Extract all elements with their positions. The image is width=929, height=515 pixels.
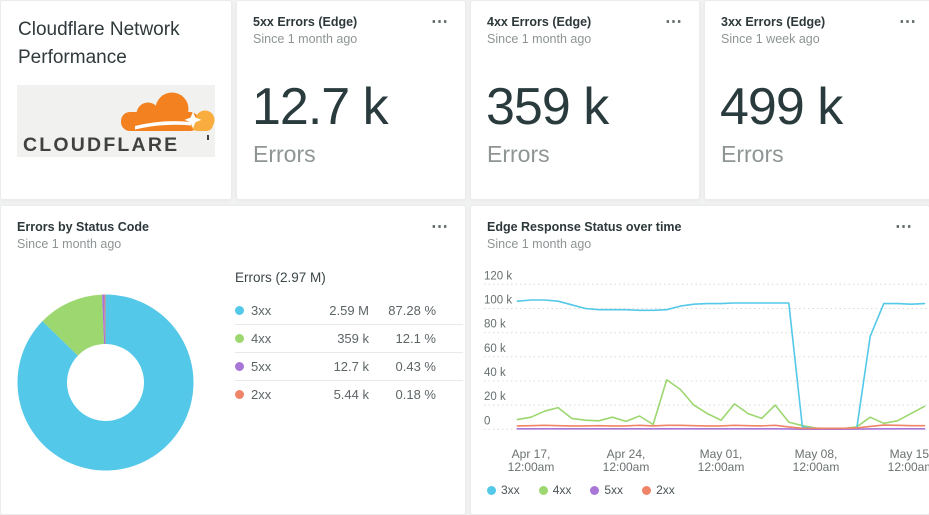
stat-value: 12.7 k (252, 79, 388, 135)
donut-chart[interactable] (11, 288, 201, 478)
card-title: 3xx Errors (Edge) (721, 15, 893, 29)
stat-value: 359 k (486, 79, 608, 135)
series-value: 5.44 k (297, 387, 369, 402)
card-subtitle: Since 1 week ago (721, 32, 820, 46)
stat-card-3xx: 3xx Errors (Edge) Since 1 week ago ⋯ 499… (704, 0, 929, 200)
series-percent: 0.18 % (369, 387, 436, 402)
x-axis-label: May 08, (795, 447, 838, 461)
3xx-color-dot (487, 486, 496, 495)
series-label: 4xx (251, 331, 297, 346)
series-value: 12.7 k (297, 359, 369, 374)
y-axis-label: 0 (484, 415, 490, 427)
series-value: 359 k (297, 331, 369, 346)
card-menu-icon[interactable]: ⋯ (895, 11, 921, 32)
series-line-2xx[interactable] (517, 425, 924, 428)
x-axis-label: 12:00am (698, 460, 745, 474)
y-axis-label: 120 k (484, 270, 512, 282)
pie-legend-header: Errors (2.97 M) (235, 270, 463, 285)
3xx-color-dot (235, 306, 244, 315)
series-percent: 0.43 % (369, 359, 436, 374)
5xx-color-dot (235, 362, 244, 371)
legend-label: 2xx (656, 483, 675, 497)
x-axis-label: 12:00am (793, 460, 840, 474)
2xx-color-dot (235, 390, 244, 399)
x-axis-label: 12:00am (508, 460, 555, 474)
card-title: 4xx Errors (Edge) (487, 15, 659, 29)
series-label: 2xx (251, 387, 297, 402)
legend-item-4xx[interactable]: 4xx (539, 483, 572, 497)
x-axis-label: 12:00am (888, 460, 929, 474)
pie-chart-card: Errors by Status Code Since 1 month ago … (0, 205, 466, 515)
2xx-color-dot (642, 486, 651, 495)
series-percent: 12.1 % (369, 331, 436, 346)
title-card: Cloudflare Network Performance CLOUDFLAR… (0, 0, 232, 200)
y-axis-label: 20 k (484, 391, 506, 403)
stat-unit: Errors (253, 141, 316, 168)
stat-card-4xx: 4xx Errors (Edge) Since 1 month ago ⋯ 35… (470, 0, 700, 200)
y-axis-label: 40 k (484, 367, 506, 379)
stat-unit: Errors (487, 141, 550, 168)
stat-card-5xx: 5xx Errors (Edge) Since 1 month ago ⋯ 12… (236, 0, 466, 200)
cloudflare-logo-icon: CLOUDFLARE (17, 85, 215, 157)
legend-label: 3xx (501, 483, 520, 497)
card-menu-icon[interactable]: ⋯ (427, 216, 453, 237)
y-axis-label: 80 k (484, 319, 506, 331)
x-axis-label: Apr 24, (607, 447, 646, 461)
legend-item-5xx[interactable]: 5xx (590, 483, 623, 497)
4xx-color-dot (539, 486, 548, 495)
legend-label: 5xx (604, 483, 623, 497)
page-title: Cloudflare Network Performance (18, 16, 180, 72)
card-title: Errors by Status Code (17, 220, 425, 234)
y-axis-label: 60 k (484, 343, 506, 355)
stat-unit: Errors (721, 141, 784, 168)
card-menu-icon[interactable]: ⋯ (427, 11, 453, 32)
card-subtitle: Since 1 month ago (253, 32, 357, 46)
x-axis-label: 12:00am (603, 460, 650, 474)
x-axis-label: May 15, (890, 447, 929, 461)
legend-item-2xx[interactable]: 2xx (642, 483, 675, 497)
4xx-color-dot (235, 334, 244, 343)
card-menu-icon[interactable]: ⋯ (661, 11, 687, 32)
stat-value: 499 k (720, 79, 842, 135)
series-percent: 87.28 % (369, 303, 436, 318)
card-title: 5xx Errors (Edge) (253, 15, 425, 29)
legend-label: 4xx (553, 483, 572, 497)
line-chart-card: Edge Response Status over time Since 1 m… (470, 205, 929, 515)
x-axis-label: Apr 17, (512, 447, 551, 461)
card-subtitle: Since 1 month ago (17, 237, 121, 251)
x-axis-label: May 01, (700, 447, 743, 461)
series-label: 5xx (251, 359, 297, 374)
series-label: 3xx (251, 303, 297, 318)
y-axis-label: 100 k (484, 294, 512, 306)
cloudflare-wordmark: CLOUDFLARE (23, 134, 179, 156)
legend-item-3xx[interactable]: 3xx (487, 483, 520, 497)
cloudflare-logo: CLOUDFLARE (17, 85, 215, 157)
series-value: 2.59 M (297, 303, 369, 318)
chart-legend: 3xx 4xx 5xx 2xx (487, 483, 675, 497)
series-line-3xx[interactable] (517, 300, 924, 429)
5xx-color-dot (590, 486, 599, 495)
card-subtitle: Since 1 month ago (487, 32, 591, 46)
